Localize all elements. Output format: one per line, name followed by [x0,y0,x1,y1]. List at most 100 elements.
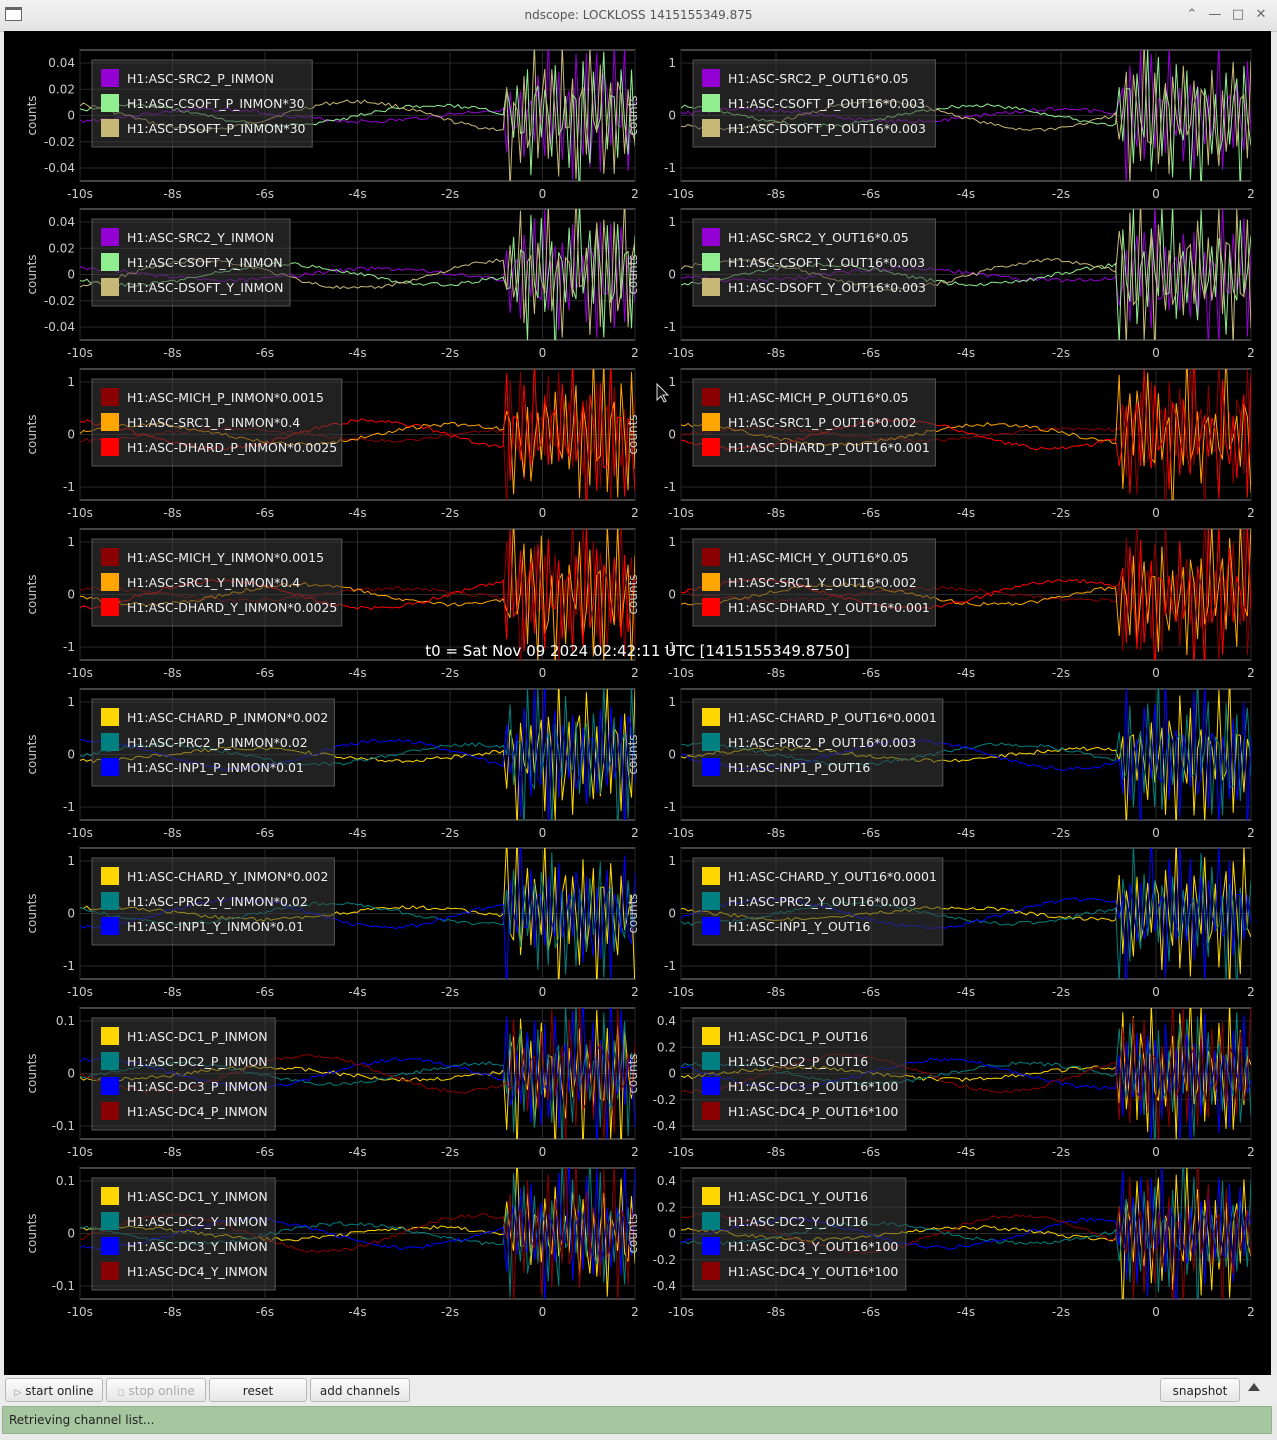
legend-label: H1:ASC-CHARD_Y_OUT16*0.0001 [728,869,937,884]
legend-swatch[interactable] [702,388,720,406]
legend-swatch[interactable] [101,69,119,87]
legend-swatch[interactable] [702,1237,720,1255]
plot-mich-p-out16[interactable]: -10s -8s -6s -4s -2s 0 2 1 0 -1 counts H1:ASC-MICH_… [626,351,1255,520]
legend-swatch[interactable] [101,892,119,910]
legend-swatch[interactable] [101,548,119,566]
window-minimize-icon[interactable]: — [1208,7,1222,22]
legend-box[interactable] [91,857,335,946]
legend-box[interactable] [91,698,335,787]
legend-swatch[interactable] [101,1077,119,1095]
collapse-up-icon[interactable] [1248,1383,1260,1391]
legend-box[interactable] [91,1017,276,1131]
legend-swatch[interactable] [101,413,119,431]
plot-chard-p-inmon[interactable]: -10s -8s -6s -4s -2s 0 2 1 0 -1 counts H1:ASC-CHARD… [25,676,639,840]
legend-swatch[interactable] [702,1102,720,1120]
plot-dc-y-out16[interactable]: -10s -8s -6s -4s -2s 0 2 0.4 0.2 0 -0.2 -0.4 counts H… [626,1153,1255,1320]
plot-chard-y-out16[interactable]: -10s -8s -6s -4s -2s 0 2 1 0 -1 counts H1:ASC-CHARD… [626,835,1255,1000]
legend-swatch[interactable] [702,438,720,456]
window-titlebar[interactable]: ndscope: LOCKLOSS 1415155349.875 ⌃ — □ ✕ [0,0,1277,32]
legend-swatch[interactable] [702,1187,720,1205]
legend-swatch[interactable] [702,598,720,616]
legend-swatch[interactable] [702,253,720,271]
legend-box[interactable] [692,698,944,787]
plot-dc-p-out16[interactable]: -10s -8s -6s -4s -2s 0 2 0.4 0.2 0 -0.2 -0.4 counts H… [626,995,1255,1160]
plot-src2-y-out16[interactable]: -10s -8s -6s -4s -2s 0 2 1 0 -1 counts H1:ASC-SRC2_… [626,201,1255,360]
legend-label: H1:ASC-SRC2_P_INMON [127,71,274,86]
stop-online-label: stop online [128,1384,195,1398]
plot-mich-y-out16[interactable]: -10s -8s -6s -4s -2s 0 2 1 0 -1 counts H1:ASC-MICH_… [626,515,1255,680]
plot-mich-y-inmon[interactable]: -10s -8s -6s -4s -2s 0 2 1 0 -1 counts H1:ASC-MICH_… [25,517,639,680]
legend-box[interactable] [692,538,936,627]
snapshot-button[interactable]: snapshot [1160,1378,1240,1402]
legend-swatch[interactable] [101,119,119,137]
start-online-button[interactable]: ▷ start online [5,1378,103,1402]
legend-box[interactable] [91,378,343,467]
legend-swatch[interactable] [101,94,119,112]
legend-swatch[interactable] [101,1262,119,1280]
legend-swatch[interactable] [101,278,119,296]
legend-swatch[interactable] [702,119,720,137]
legend-box[interactable] [692,218,936,307]
legend-swatch[interactable] [101,1187,119,1205]
legend-swatch[interactable] [702,278,720,296]
legend-swatch[interactable] [702,892,720,910]
legend-swatch[interactable] [702,1262,720,1280]
window-close-icon[interactable]: ✕ [1255,7,1267,22]
legend-swatch[interactable] [101,1027,119,1045]
legend-swatch[interactable] [101,708,119,726]
legend-swatch[interactable] [101,867,119,885]
x-tick-label: -4s [957,506,975,520]
legend-swatch[interactable] [101,1237,119,1255]
legend-swatch[interactable] [702,733,720,751]
legend-swatch[interactable] [101,253,119,271]
legend-swatch[interactable] [702,94,720,112]
legend-swatch[interactable] [101,438,119,456]
legend-swatch[interactable] [101,1212,119,1230]
plot-grid[interactable]: -10s -8s -6s -4s -2s 0 2 0.04 0.02 0 -0.02 -0.04 cou… [4,31,1271,1375]
legend-swatch[interactable] [702,867,720,885]
legend-swatch[interactable] [101,758,119,776]
legend-swatch[interactable] [702,413,720,431]
legend-swatch[interactable] [101,228,119,246]
plot-chard-p-out16[interactable]: -10s -8s -6s -4s -2s 0 2 1 0 -1 counts H1:ASC-CHARD… [626,676,1255,840]
window-shade-icon[interactable]: ⌃ [1186,7,1198,22]
plot-src2-p-out16[interactable]: -10s -8s -6s -4s -2s 0 2 1 0 -1 counts H1:ASC-SRC2_… [626,41,1255,201]
legend-swatch[interactable] [702,69,720,87]
legend-swatch[interactable] [702,573,720,591]
legend-swatch[interactable] [101,1052,119,1070]
legend-box[interactable] [91,1177,276,1291]
legend-box[interactable] [91,59,313,148]
stop-online-button[interactable]: ◻ stop online [106,1378,206,1402]
legend-box[interactable] [692,1177,907,1291]
legend-swatch[interactable] [702,1027,720,1045]
legend-box[interactable] [91,538,343,627]
legend-swatch[interactable] [101,388,119,406]
legend-box[interactable] [692,857,944,946]
legend-swatch[interactable] [101,573,119,591]
legend-box[interactable] [692,59,936,148]
legend-swatch[interactable] [702,917,720,935]
plot-mich-p-inmon[interactable]: -10s -8s -6s -4s -2s 0 2 1 0 -1 counts H1:ASC-MICH_… [25,358,639,520]
legend-swatch[interactable] [101,733,119,751]
legend-swatch[interactable] [702,1077,720,1095]
plot-src2-y-inmon[interactable]: -10s -8s -6s -4s -2s 0 2 0.04 0.02 0 -0.02 -0.04 cou… [25,196,639,360]
legend-box[interactable] [692,1017,907,1131]
legend-swatch[interactable] [101,1102,119,1120]
legend-swatch[interactable] [101,598,119,616]
plot-src2-p-inmon[interactable]: -10s -8s -6s -4s -2s 0 2 0.04 0.02 0 -0.02 -0.04 cou… [25,38,639,201]
window-maximize-icon[interactable]: □ [1231,7,1245,22]
legend-swatch[interactable] [702,758,720,776]
legend-box[interactable] [692,378,936,467]
plot-chard-y-inmon[interactable]: -10s -8s -6s -4s -2s 0 2 1 0 -1 counts H1:ASC-CHARD… [25,833,639,999]
legend-swatch[interactable] [101,917,119,935]
legend-swatch[interactable] [702,1212,720,1230]
legend-box[interactable] [91,218,291,307]
legend-swatch[interactable] [702,548,720,566]
plot-dc-y-inmon[interactable]: -10s -8s -6s -4s -2s 0 2 0.1 0 -0.1 counts H1:ASC-D… [25,1153,639,1319]
legend-swatch[interactable] [702,1052,720,1070]
legend-swatch[interactable] [702,228,720,246]
plot-dc-p-inmon[interactable]: -10s -8s -6s -4s -2s 0 2 0.1 0 -0.1 counts H1:ASC-D… [25,994,639,1159]
add-channels-button[interactable]: add channels [310,1378,410,1402]
legend-swatch[interactable] [702,708,720,726]
reset-button[interactable]: reset [209,1378,307,1402]
